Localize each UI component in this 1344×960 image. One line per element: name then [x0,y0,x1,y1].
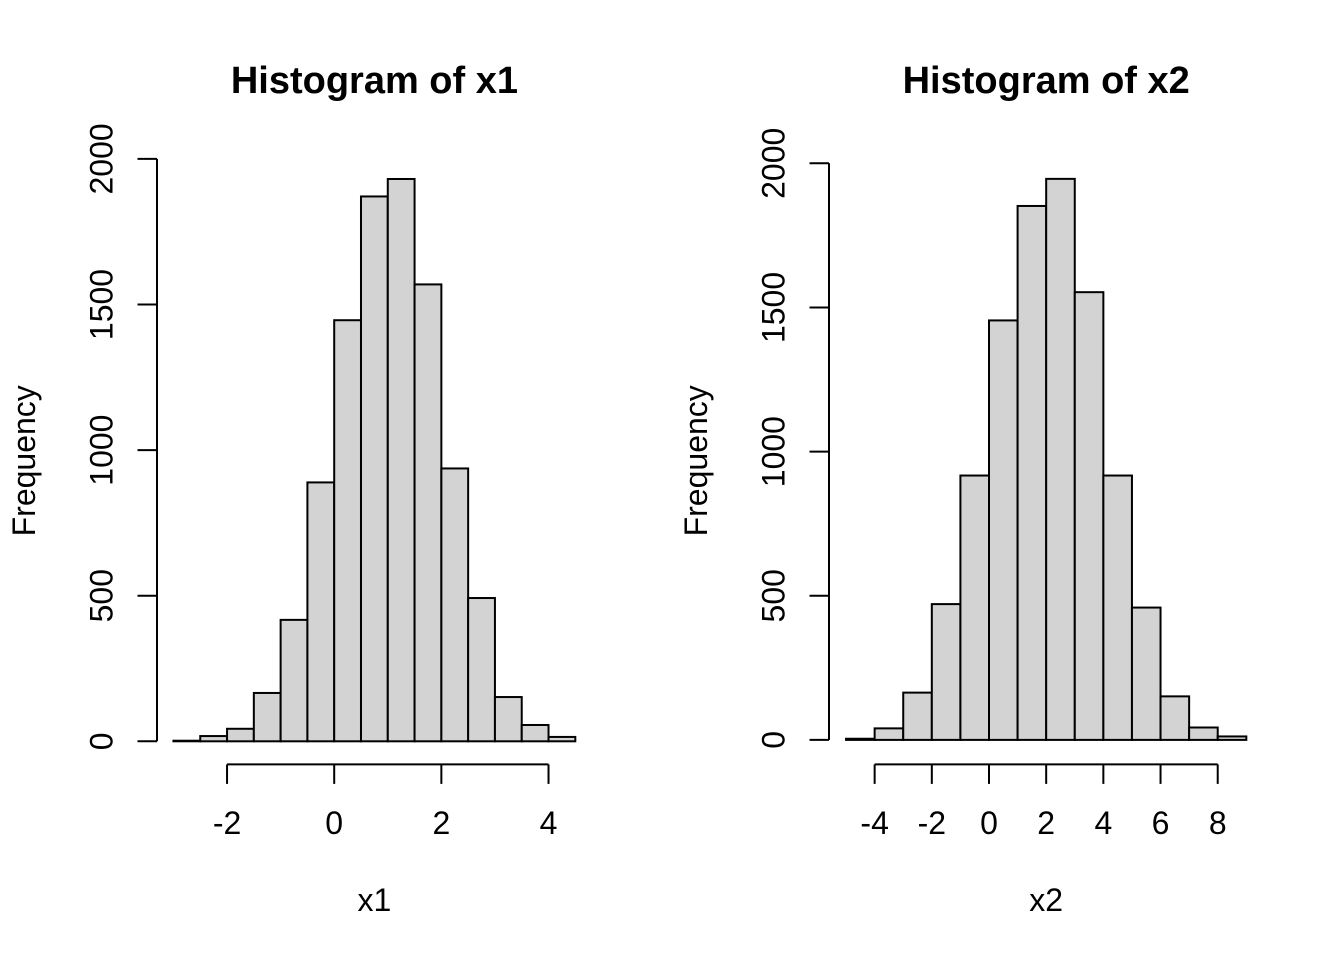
svg-text:1500: 1500 [755,272,791,343]
svg-text:Histogram of x2: Histogram of x2 [903,60,1190,102]
svg-text:2000: 2000 [755,128,791,199]
svg-text:4: 4 [1094,805,1112,841]
svg-text:Histogram of x1: Histogram of x1 [231,60,518,102]
svg-text:2000: 2000 [83,123,119,194]
svg-text:x1: x1 [358,882,392,918]
svg-text:4: 4 [540,805,558,841]
svg-text:x2: x2 [1029,882,1063,918]
svg-text:500: 500 [755,569,791,622]
svg-text:2: 2 [432,805,450,841]
svg-text:500: 500 [83,569,119,622]
svg-text:1000: 1000 [755,416,791,487]
svg-text:1500: 1500 [83,269,119,340]
svg-text:0: 0 [83,732,119,750]
svg-text:8: 8 [1209,805,1227,841]
svg-text:Frequency: Frequency [6,385,42,536]
svg-text:2: 2 [1037,805,1055,841]
svg-text:-4: -4 [860,805,888,841]
svg-text:0: 0 [980,805,998,841]
svg-text:-2: -2 [918,805,946,841]
svg-text:-2: -2 [213,805,241,841]
svg-text:6: 6 [1152,805,1170,841]
svg-text:0: 0 [325,805,343,841]
svg-text:Frequency: Frequency [678,385,714,536]
svg-text:0: 0 [755,731,791,749]
svg-text:1000: 1000 [83,415,119,486]
